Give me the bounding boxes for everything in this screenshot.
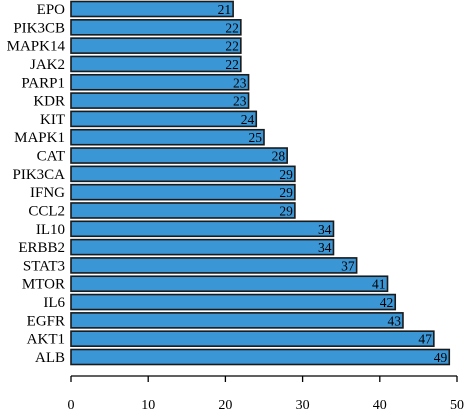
value-label-kdr: 23 bbox=[233, 94, 247, 109]
category-label-egfr: EGFR bbox=[27, 313, 65, 329]
value-label-jak2: 22 bbox=[225, 57, 239, 72]
bars-group bbox=[70, 0, 451, 366]
value-label-kit: 24 bbox=[241, 112, 255, 127]
bar-stat3 bbox=[70, 257, 358, 274]
value-label-epo: 21 bbox=[218, 2, 232, 17]
bar-pik3cb bbox=[70, 19, 242, 36]
value-label-stat3: 37 bbox=[341, 258, 355, 273]
category-label-kdr: KDR bbox=[33, 94, 65, 110]
bar-il10 bbox=[70, 220, 335, 238]
bar-jak2 bbox=[70, 55, 242, 73]
category-label-il10: IL10 bbox=[36, 222, 65, 238]
value-label-egfr: 43 bbox=[387, 313, 401, 328]
x-tick-label-20: 20 bbox=[218, 398, 232, 410]
value-label-pik3cb: 22 bbox=[225, 20, 239, 35]
bar-ifng bbox=[70, 183, 296, 201]
value-label-mtor: 41 bbox=[372, 277, 386, 292]
bar-erbb2 bbox=[70, 238, 335, 256]
category-label-il6: IL6 bbox=[43, 295, 65, 311]
value-label-parp1: 23 bbox=[233, 75, 247, 90]
x-tick-label-0: 0 bbox=[68, 398, 75, 410]
bar-kit bbox=[70, 110, 258, 128]
bar-mapk14 bbox=[70, 37, 242, 54]
value-label-erbb2: 34 bbox=[318, 240, 332, 255]
value-label-akt1: 47 bbox=[418, 332, 432, 347]
bar-egfr bbox=[70, 312, 404, 329]
value-label-alb: 49 bbox=[434, 350, 448, 365]
bar-mapk1 bbox=[70, 128, 265, 146]
category-label-kit: KIT bbox=[40, 112, 65, 128]
bar-akt1 bbox=[70, 330, 435, 347]
x-tick-label-40: 40 bbox=[373, 398, 387, 410]
x-axis: 0 10 20 30 40 50 bbox=[68, 375, 464, 410]
bar-kdr bbox=[70, 92, 250, 109]
bar-alb bbox=[70, 348, 451, 366]
category-label-parp1: PARP1 bbox=[21, 75, 65, 91]
category-label-mtor: MTOR bbox=[22, 277, 65, 293]
category-label-cat: CAT bbox=[37, 149, 65, 165]
category-label-mapk1: MAPK1 bbox=[14, 130, 65, 146]
category-label-stat3: STAT3 bbox=[23, 258, 65, 274]
value-label-mapk1: 25 bbox=[249, 130, 263, 145]
value-label-il10: 34 bbox=[318, 222, 332, 237]
value-label-ifng: 29 bbox=[279, 185, 293, 200]
bar-epo bbox=[70, 0, 234, 18]
category-label-ifng: IFNG bbox=[30, 185, 65, 201]
bar-ccl2 bbox=[70, 202, 296, 219]
category-label-mapk14: MAPK14 bbox=[7, 39, 66, 55]
x-tick-label-30: 30 bbox=[296, 398, 310, 410]
value-label-pik3ca: 29 bbox=[279, 167, 293, 182]
bar-mtor bbox=[70, 275, 389, 293]
bar-cat bbox=[70, 147, 288, 164]
value-label-ccl2: 29 bbox=[279, 203, 293, 218]
bar-pik3ca bbox=[70, 165, 296, 183]
bar-parp1 bbox=[70, 73, 250, 91]
x-tick-label-50: 50 bbox=[450, 398, 464, 410]
category-label-pik3ca: PIK3CA bbox=[12, 167, 65, 183]
category-label-pik3cb: PIK3CB bbox=[13, 20, 65, 36]
category-label-epo: EPO bbox=[37, 2, 66, 18]
value-label-mapk14: 22 bbox=[225, 39, 239, 54]
x-tick-label-10: 10 bbox=[141, 398, 155, 410]
bar-il6 bbox=[70, 293, 397, 311]
category-label-erbb2: ERBB2 bbox=[18, 240, 65, 256]
category-label-ccl2: CCL2 bbox=[28, 203, 65, 219]
category-label-akt1: AKT1 bbox=[27, 332, 65, 348]
category-label-alb: ALB bbox=[35, 350, 65, 366]
value-label-cat: 28 bbox=[272, 149, 286, 164]
category-label-jak2: JAK2 bbox=[30, 57, 65, 73]
category-labels-group: EPO PIK3CB MAPK14 JAK2 PARP1 KDR KIT MAPK1 CAT PI… bbox=[7, 2, 66, 366]
value-label-il6: 42 bbox=[380, 295, 394, 310]
